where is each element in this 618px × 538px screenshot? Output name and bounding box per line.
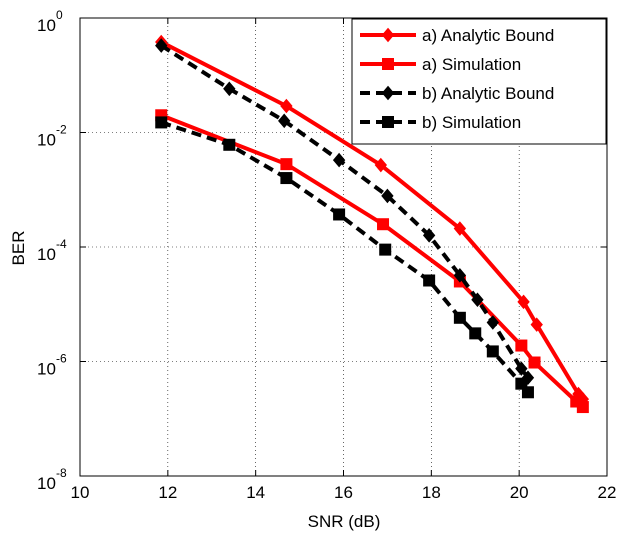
diamond-marker: [530, 317, 543, 332]
square-marker: [528, 356, 541, 369]
diamond-marker: [381, 85, 395, 101]
legend-label: a) Simulation: [422, 55, 521, 74]
x-tick-label: 16: [334, 483, 353, 502]
diamond-marker: [517, 294, 530, 310]
series-line: [160, 40, 585, 401]
diamond-marker: [453, 221, 467, 236]
square-marker: [333, 208, 346, 221]
legend-label: a) Analytic Bound: [422, 26, 554, 45]
diamond-marker: [486, 315, 499, 330]
diamond-marker: [155, 38, 168, 53]
legend-label: b) Simulation: [422, 113, 521, 132]
diamond-marker: [223, 81, 236, 97]
square-marker: [280, 158, 293, 171]
y-axis-title: BER: [9, 231, 28, 266]
x-tick-label: 12: [158, 483, 177, 502]
y-tick-label: 10-4: [37, 237, 67, 264]
square-marker: [486, 345, 499, 358]
y-tick-exponent: -8: [56, 466, 67, 480]
legend-label: b) Analytic Bound: [422, 84, 554, 103]
legend-entry: b) Analytic Bound: [360, 84, 554, 103]
x-tick-label: 10: [71, 483, 90, 502]
x-tick-label: 22: [598, 483, 617, 502]
y-tick-label: 10-2: [37, 123, 67, 150]
legend-entry: a) Analytic Bound: [360, 26, 554, 45]
diamond-marker: [280, 98, 293, 114]
diamond-marker: [515, 361, 528, 376]
y-tick-base: 10: [37, 16, 56, 35]
square-marker: [377, 218, 390, 231]
square-marker: [223, 138, 236, 151]
diamond-marker: [453, 268, 467, 283]
y-tick-label: 100: [37, 8, 63, 35]
x-axis-title: SNR (dB): [308, 512, 381, 531]
y-tick-exponent: -4: [56, 237, 67, 251]
diamond-marker: [381, 188, 394, 204]
diamond-marker: [471, 292, 484, 307]
diamond-marker: [422, 228, 436, 243]
series-line: [160, 113, 585, 409]
y-tick-base: 10: [37, 131, 56, 150]
y-tick-label: 10-8: [37, 466, 67, 493]
square-marker: [453, 311, 466, 324]
y-tick-exponent: -2: [56, 123, 67, 137]
square-marker: [423, 274, 436, 287]
diamond-marker: [576, 391, 590, 407]
diamond-marker: [381, 27, 395, 43]
diamond-marker: [332, 152, 346, 168]
series-layer: [155, 34, 590, 414]
diamond-marker: [521, 370, 535, 386]
series-b-analytic-bound: [155, 38, 535, 386]
square-marker: [382, 58, 394, 70]
diamond-marker: [278, 113, 291, 129]
square-marker: [280, 172, 293, 185]
x-tick-label: 18: [422, 483, 441, 502]
square-marker: [469, 327, 482, 340]
diamond-marker: [374, 157, 388, 173]
square-marker: [521, 386, 534, 399]
square-marker: [515, 339, 528, 352]
square-marker: [379, 243, 392, 256]
y-tick-base: 10: [37, 360, 56, 379]
x-tick-label: 20: [510, 483, 529, 502]
square-marker: [155, 116, 168, 129]
y-tick-base: 10: [37, 474, 56, 493]
series-b-simulation: [155, 116, 534, 399]
square-marker: [382, 116, 394, 128]
y-tick-exponent: 0: [56, 8, 63, 22]
legend-entry: a) Simulation: [360, 55, 521, 74]
y-tick-base: 10: [37, 245, 56, 264]
y-tick-exponent: -6: [56, 352, 67, 366]
legend: a) Analytic Bound a) Simulation b) Analyti…: [351, 18, 607, 145]
y-tick-label: 10-6: [37, 352, 67, 379]
legend-entry: b) Simulation: [360, 113, 521, 132]
x-tick-label: 14: [246, 483, 265, 502]
